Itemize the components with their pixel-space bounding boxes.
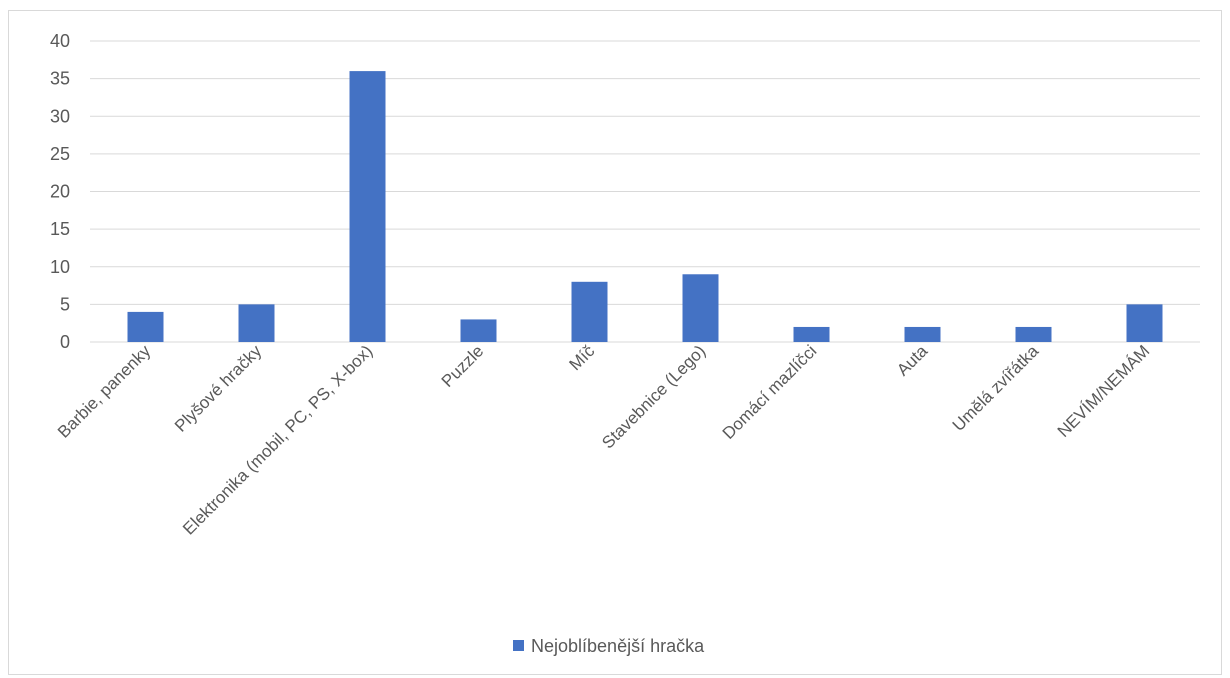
x-tick-label: Stavebnice (Lego) xyxy=(598,341,709,452)
bars xyxy=(127,71,1163,342)
x-tick-label: Umělá zvířátka xyxy=(949,341,1043,435)
bar xyxy=(127,311,164,342)
y-tick-label: 40 xyxy=(50,31,70,51)
bar xyxy=(1015,326,1052,342)
legend: Nejoblíbenější hračka xyxy=(513,636,705,656)
bar xyxy=(460,319,497,342)
bar xyxy=(682,274,719,342)
x-tick-label: NEVÍM/NEMÁM xyxy=(1054,341,1154,441)
x-tick-label: Domácí mazlíčci xyxy=(719,341,821,443)
bar xyxy=(238,304,275,342)
x-tick-label: Barbie, panenky xyxy=(54,341,155,442)
bar xyxy=(1126,304,1163,342)
bar xyxy=(349,71,386,342)
bar xyxy=(793,326,830,342)
y-tick-label: 10 xyxy=(50,257,70,277)
y-tick-label: 0 xyxy=(60,332,70,352)
x-tick-label: Auta xyxy=(893,341,932,380)
y-axis-ticks: 0 5 10 15 20 25 30 35 40 xyxy=(50,31,70,352)
y-tick-label: 35 xyxy=(50,69,70,89)
y-tick-label: 25 xyxy=(50,144,70,164)
y-tick-label: 5 xyxy=(60,294,70,314)
x-tick-label: Plyšové hračky xyxy=(171,341,266,436)
x-axis-ticks: Barbie, panenky Plyšové hračkyElektronika… xyxy=(54,341,1153,539)
x-tick-label: Elektronika (mobil, PC, PS, X-box) xyxy=(179,341,376,538)
x-tick-label: Puzzle xyxy=(438,341,488,391)
y-tick-label: 30 xyxy=(50,106,70,126)
legend-label: Nejoblíbenější hračka xyxy=(531,636,705,656)
y-tick-label: 20 xyxy=(50,182,70,202)
legend-swatch xyxy=(513,640,524,651)
gridlines xyxy=(90,40,1200,343)
bar xyxy=(571,281,608,342)
y-tick-label: 15 xyxy=(50,219,70,239)
x-tick-label: Míč xyxy=(566,341,599,374)
bar xyxy=(904,326,941,342)
